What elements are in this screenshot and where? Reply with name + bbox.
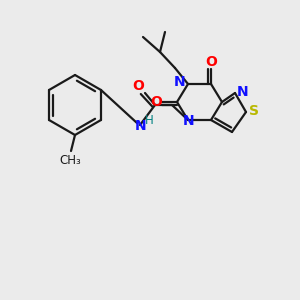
Text: CH₃: CH₃ <box>59 154 81 166</box>
Text: O: O <box>150 95 162 109</box>
Text: N: N <box>135 119 147 133</box>
Text: N: N <box>174 75 186 89</box>
Text: S: S <box>249 104 259 118</box>
Text: N: N <box>183 114 195 128</box>
Text: O: O <box>205 55 217 69</box>
Text: N: N <box>237 85 249 99</box>
Text: O: O <box>132 79 144 93</box>
Text: H: H <box>145 113 153 127</box>
